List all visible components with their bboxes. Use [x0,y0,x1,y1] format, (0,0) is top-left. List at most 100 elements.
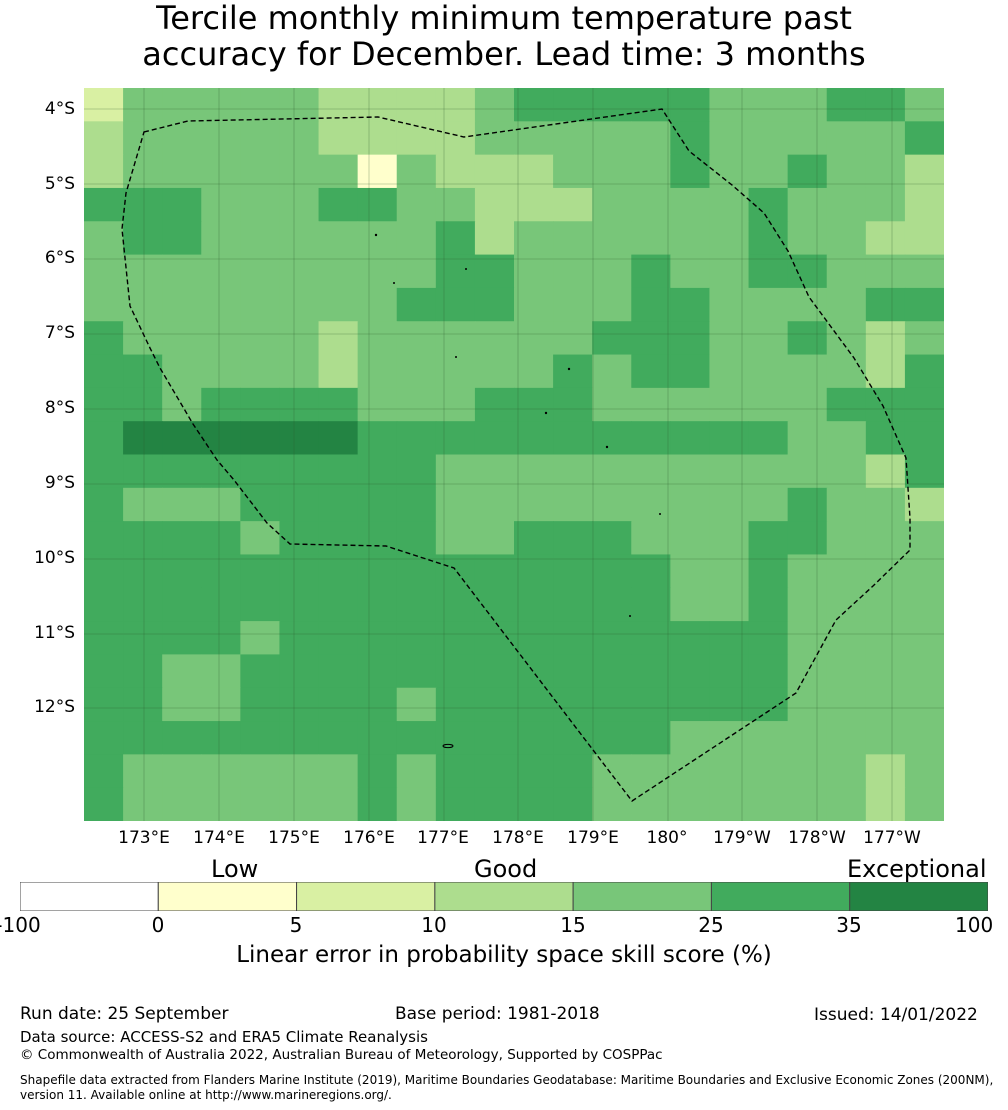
grid-cell [357,521,398,556]
colorbar-segment [572,882,712,911]
grid-cell [553,287,593,322]
grid-cell [123,554,163,589]
colorbar-tick: -100 [0,913,41,937]
grid-cell [826,787,867,821]
grid-cell [514,187,554,222]
grid-cell [474,187,515,222]
grid-cell [279,88,320,122]
grid-cell [670,687,711,722]
grid-cell [670,621,711,656]
grid-cell [826,721,867,755]
lat-label: 7°S [44,323,75,343]
grid-cell [826,621,867,656]
grid-cell [904,621,944,656]
grid-cell [474,321,515,356]
grid-cell [748,254,789,289]
grid-cell [904,221,944,256]
grid-cell [162,321,202,356]
grid-cell [826,387,867,422]
colorbar-tick: 15 [560,913,586,937]
grid-cell [396,387,437,422]
grid-cell [553,354,593,389]
grid-cell [318,387,359,422]
lat-label: 4°S [44,99,75,119]
grid-cell [904,487,944,522]
grid-cell [865,187,906,222]
grid-cell [709,287,750,322]
grid-cell [357,654,398,689]
colorbar-tick: 0 [151,913,165,937]
grid-cell [553,254,593,289]
grid-cell [357,287,398,322]
grid-cell [709,721,750,755]
grid-cell [201,287,241,322]
grid-cell [514,287,554,322]
grid-cell [279,387,320,422]
grid-cell [84,787,124,821]
grid-cell [123,454,163,489]
grid-cell [826,121,867,156]
grid-cell [787,787,828,821]
grid-cell [670,221,711,256]
grid-cell [84,721,124,755]
grid-cell [514,454,554,489]
grid-cell [435,754,476,789]
grid-cell [84,621,124,656]
grid-cell [357,387,398,422]
eez-boundary [121,108,911,802]
grid-cell [670,154,711,189]
grid-cell [670,554,711,589]
grid-cell [123,687,163,722]
grid-cell [787,88,828,122]
grid-cell [826,487,867,522]
colorbar-segment [710,882,851,911]
grid-cell [162,587,202,622]
grid-cell [670,754,711,789]
grid-cell [904,787,944,821]
grid-cell [162,121,202,156]
grid-cell [123,354,163,389]
lon-label: 178°W [788,828,846,848]
grid-cell [670,654,711,689]
grid-cell [787,154,828,189]
grid-cell [748,287,789,322]
grid-cell [709,687,750,722]
grid-cell [435,387,476,422]
grid-cell [279,787,320,821]
grid-cell [709,187,750,222]
grid-cell [553,621,593,656]
grid-cell [123,387,163,422]
grid-cell [865,354,906,389]
grid-cell [631,754,671,789]
lon-label: 175°E [268,828,320,848]
grid-cell [435,621,476,656]
grid-cell [748,88,789,122]
grid-cell [904,421,944,456]
grid-cell [201,654,241,689]
grid-cell [904,321,944,356]
grid-cell [474,287,515,322]
grid-cell [748,721,789,755]
grid-cell [435,721,476,755]
grid-cell [865,321,906,356]
grid-cell [826,687,867,722]
colorbar-segment [434,882,574,911]
grid-cell [357,321,398,356]
grid-cell [123,154,163,189]
grid-cell [514,754,554,789]
grid-cell [670,287,711,322]
grid-cell [514,587,554,622]
grid-cell [357,354,398,389]
grid-cell [592,421,632,456]
grid-cell [279,454,320,489]
grid-cell [162,454,202,489]
grid-cell [474,687,515,722]
grid-cell [631,621,671,656]
grid-cell [279,754,320,789]
grid-cell [592,654,632,689]
grid-cell [553,654,593,689]
grid-cell [787,121,828,156]
grid-cell [631,88,671,122]
lon-label: 179°W [713,828,771,848]
grid-cell [787,654,828,689]
